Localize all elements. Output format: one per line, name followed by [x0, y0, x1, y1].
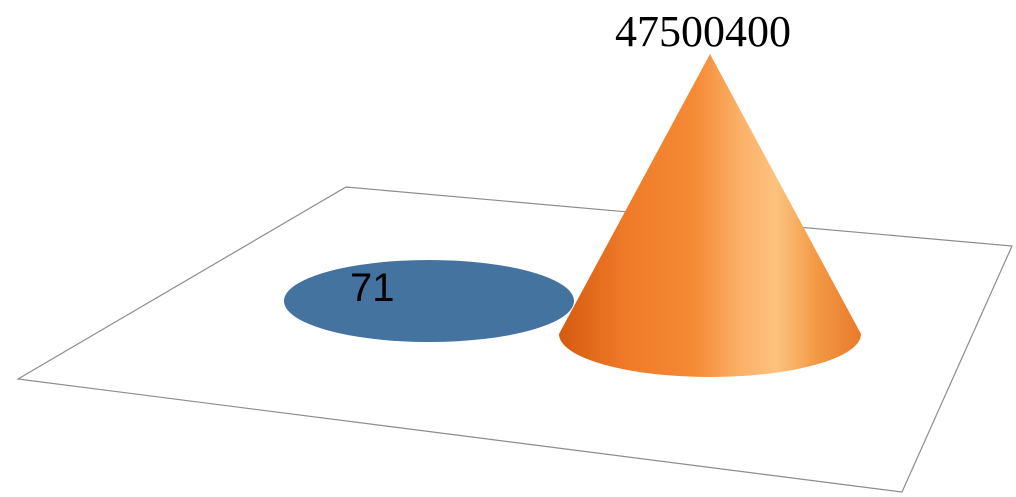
cone-base-0 [284, 260, 574, 342]
cone-1 [559, 54, 861, 377]
data-label-0: 71 [350, 266, 395, 310]
floor-plane [16, 186, 1013, 493]
data-label-1: 47500400 [615, 7, 791, 56]
